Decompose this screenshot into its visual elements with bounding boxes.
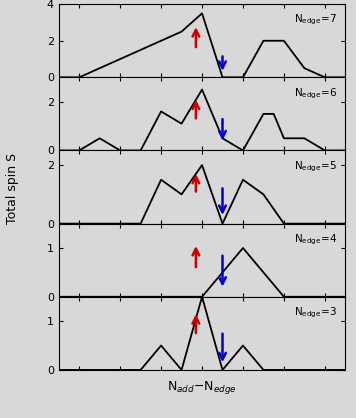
Text: N$_{\rm edge}$=4: N$_{\rm edge}$=4 bbox=[294, 232, 337, 247]
Text: Total spin S: Total spin S bbox=[6, 153, 19, 224]
Text: N$_{\rm edge}$=5: N$_{\rm edge}$=5 bbox=[294, 159, 337, 173]
Text: N$_{\rm edge}$=7: N$_{\rm edge}$=7 bbox=[294, 13, 337, 27]
Text: N$_{\rm edge}$=6: N$_{\rm edge}$=6 bbox=[294, 86, 337, 100]
Text: N$_{\rm edge}$=3: N$_{\rm edge}$=3 bbox=[294, 306, 337, 320]
X-axis label: N$_{add}$$-$N$_{edge}$: N$_{add}$$-$N$_{edge}$ bbox=[167, 379, 237, 396]
